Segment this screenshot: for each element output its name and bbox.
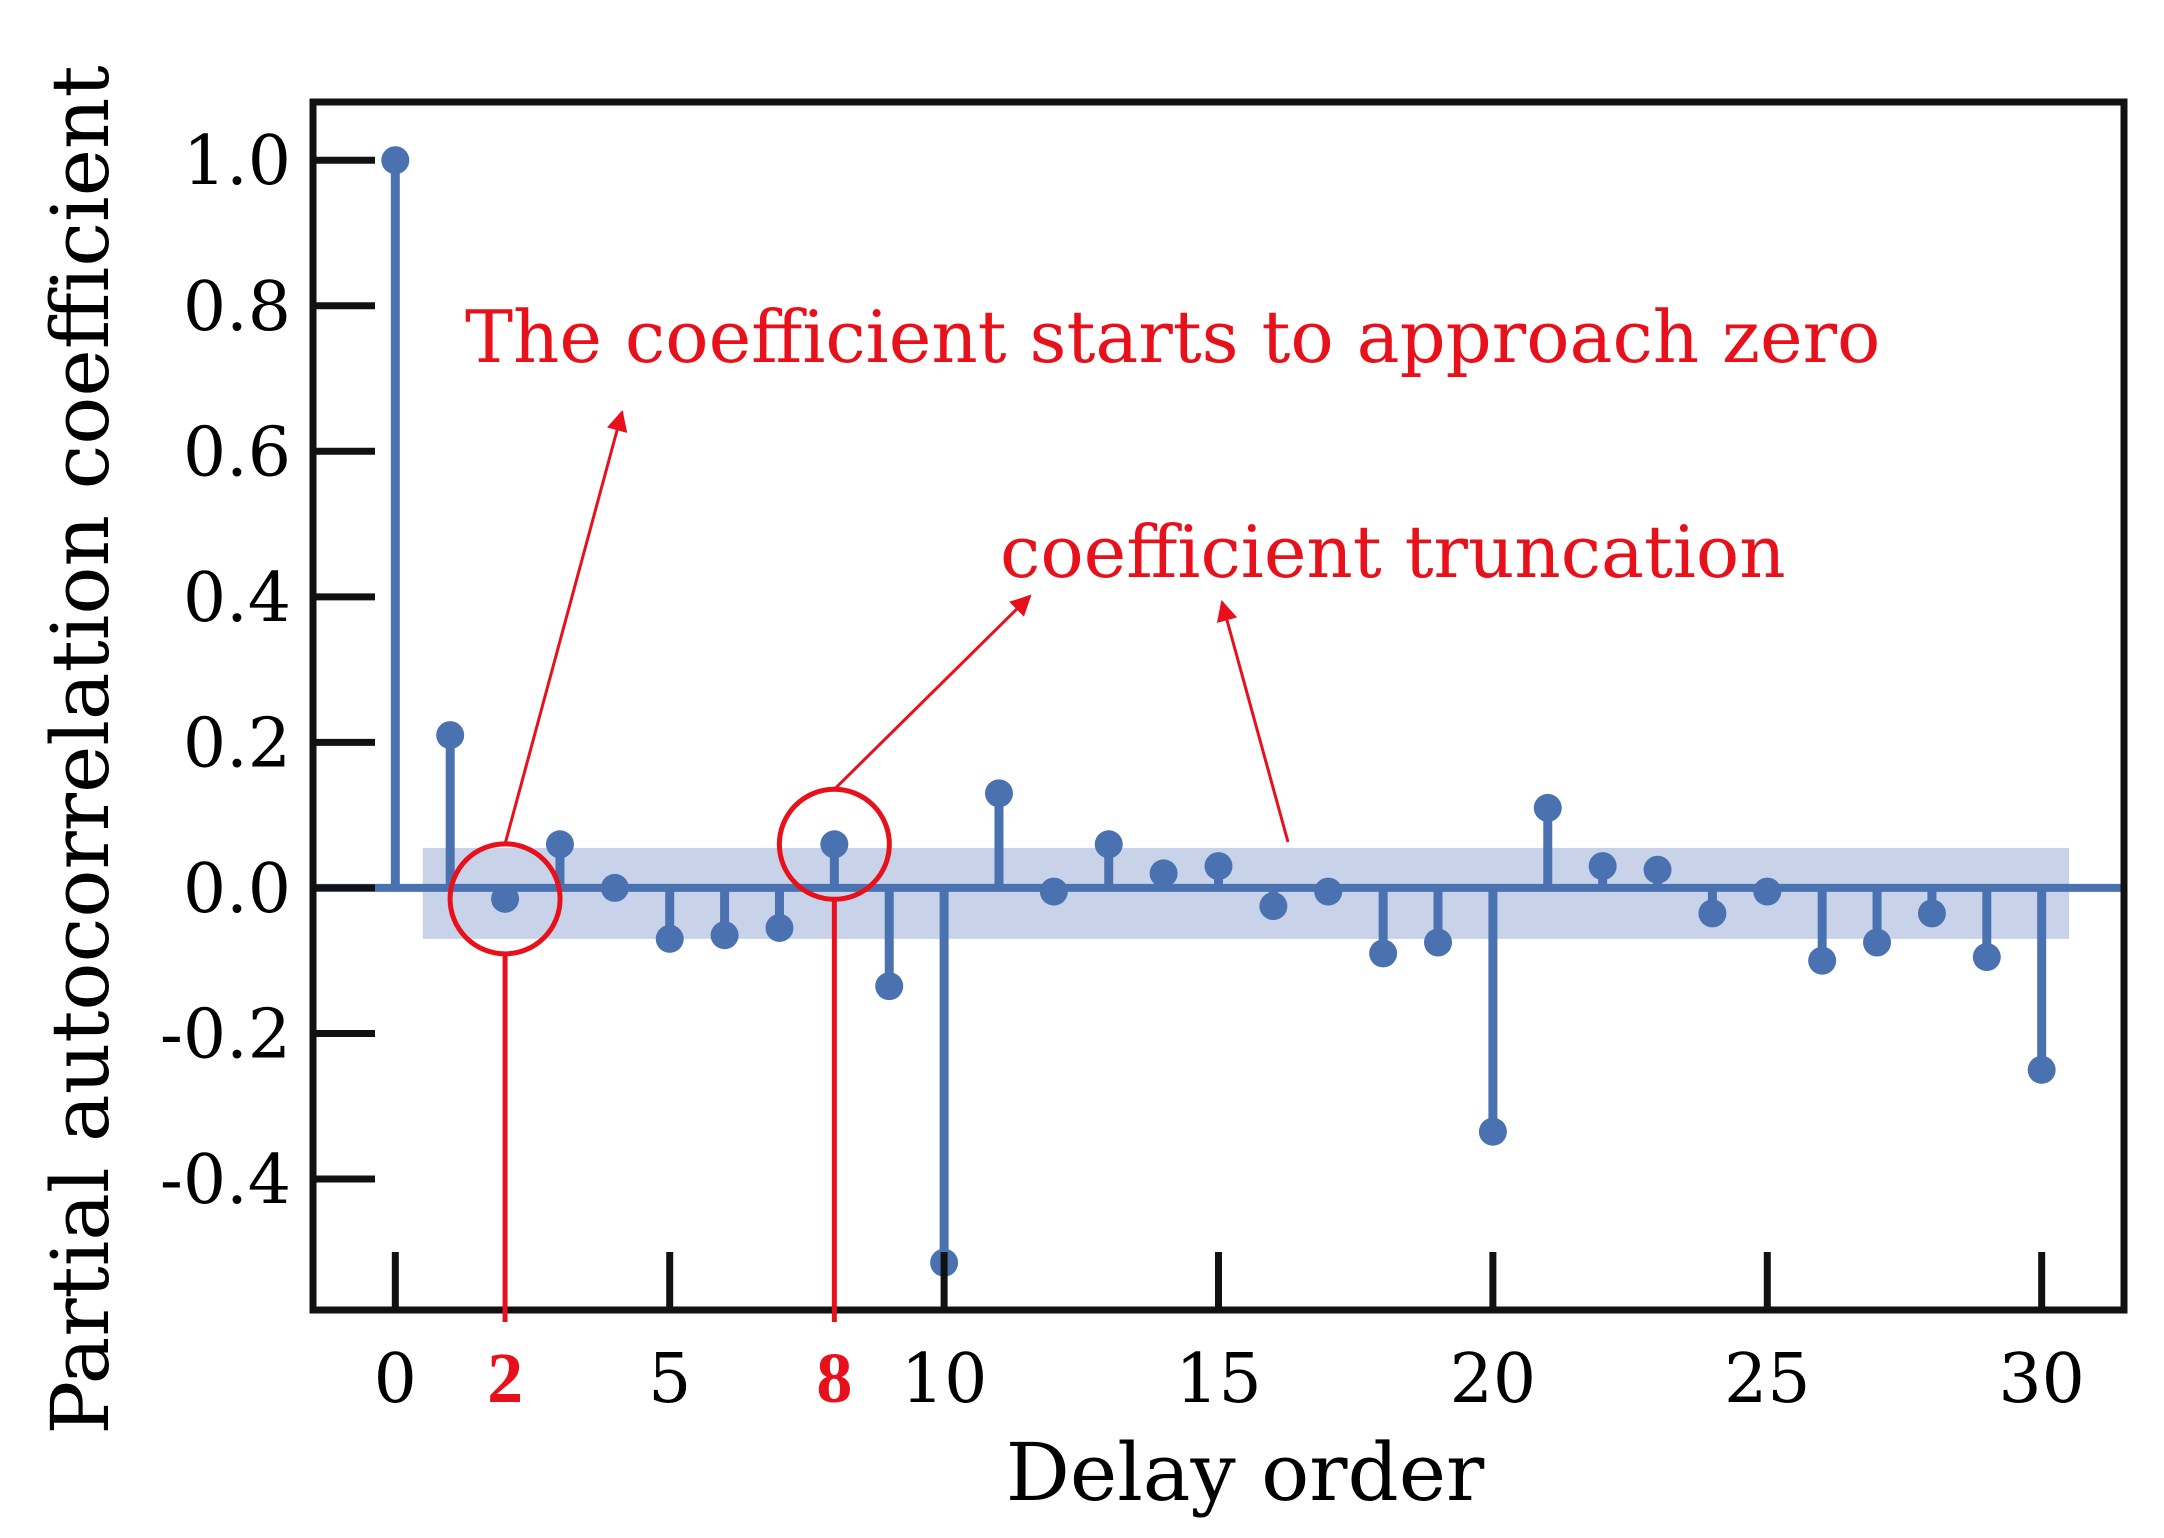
arrow-truncation-left [833, 594, 1032, 791]
annotation-truncation: coefficient truncation [1000, 510, 1786, 594]
x-axis-title: Delay order [1006, 1426, 1485, 1519]
stem-marker [1698, 899, 1727, 928]
stem-marker [655, 924, 684, 953]
stem-marker [1259, 892, 1288, 921]
plot-frame [309, 98, 2128, 1314]
stem-marker [491, 884, 520, 913]
y-tick-label: 0.2 [183, 704, 291, 783]
stem-marker [381, 146, 410, 175]
x-tick-label: 0 [374, 1340, 417, 1419]
arrow-truncation-right [1216, 599, 1290, 843]
x-tick-label: 20 [1450, 1340, 1537, 1419]
stem-marker [1972, 943, 2001, 972]
stem-marker [1204, 852, 1233, 881]
stem-marker [1808, 946, 1837, 975]
y-tick-label: 0.8 [183, 268, 291, 347]
x-tick-label: 25 [1724, 1340, 1811, 1419]
stem-marker [1533, 793, 1562, 822]
x-tick-label: 30 [1998, 1340, 2085, 1419]
stem-marker [1424, 928, 1453, 957]
stem-marker [2027, 1055, 2056, 1084]
stem-marker [984, 779, 1013, 808]
x-tick-label: 15 [1175, 1340, 1262, 1419]
y-tick-label: 0.4 [183, 559, 291, 638]
stem-marker [1478, 1117, 1507, 1146]
stem-marker [600, 873, 629, 902]
stem-marker [1643, 855, 1672, 884]
arrow-approach-zero [503, 409, 628, 845]
y-tick-label: 0.6 [183, 413, 291, 492]
stem-marker [1753, 877, 1782, 906]
y-tick-label: -0.4 [160, 1141, 291, 1220]
stem-marker [1369, 939, 1398, 968]
highlighted-lag-label: 8 [816, 1338, 852, 1418]
stem-marker [1314, 877, 1343, 906]
stem-marker [765, 913, 794, 942]
stem-marker [1094, 830, 1123, 859]
stem-marker [710, 921, 739, 950]
stem-marker [436, 721, 465, 750]
stem-marker [1149, 859, 1178, 888]
stem-marker [1863, 928, 1892, 957]
y-tick-label: 0.0 [183, 850, 291, 929]
highlighted-lag-label: 2 [487, 1338, 523, 1418]
stem-marker [875, 972, 904, 1001]
x-tick-label: 10 [901, 1340, 988, 1419]
stem-marker [1917, 899, 1946, 928]
stem-marker [1039, 877, 1068, 906]
annotation-approach-zero: The coefficient starts to approach zero [465, 295, 1880, 379]
x-tick-label: 5 [648, 1340, 691, 1419]
y-tick-label: -0.2 [160, 995, 291, 1074]
stem-marker [820, 830, 849, 859]
y-tick-label: 1.0 [183, 122, 291, 201]
confidence-band [422, 847, 2070, 939]
stem-marker [545, 830, 574, 859]
stem-marker [1588, 852, 1617, 881]
y-axis-title: Partial autocorrelation coefficient [34, 65, 127, 1434]
